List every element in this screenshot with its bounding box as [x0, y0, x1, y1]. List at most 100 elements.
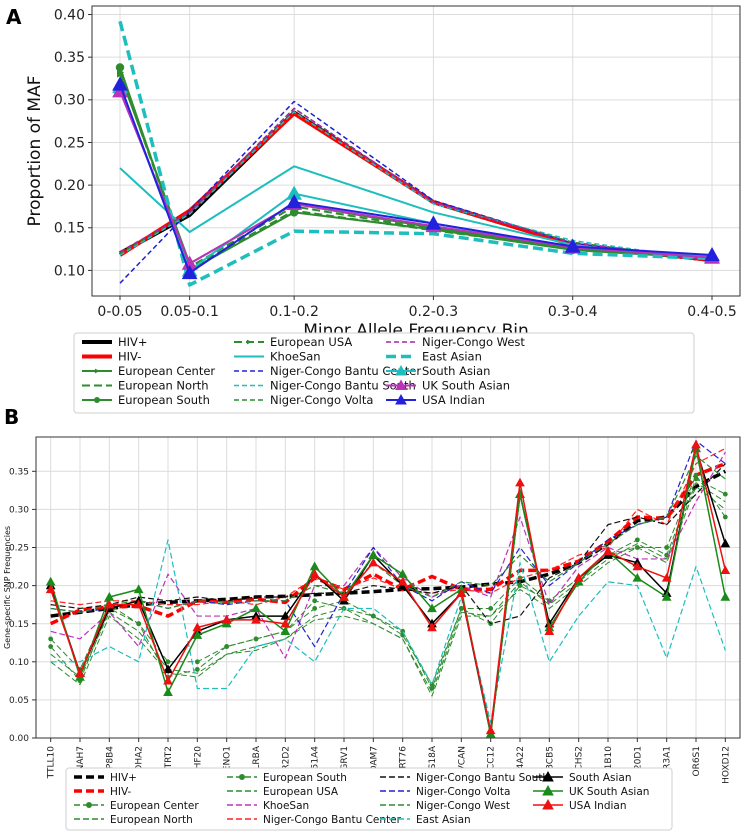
legend-item: KhoeSan: [234, 350, 321, 364]
x-tick-label: ENO1: [223, 746, 233, 771]
series-niger-congo-bantu-south: [50, 463, 726, 625]
series-line: [119, 86, 713, 272]
legend-label: European Center: [118, 364, 215, 378]
legend-item: European North: [74, 814, 193, 826]
x-tick-label: MRPS18A: [428, 745, 438, 789]
data-point: [515, 477, 525, 487]
x-tick-label: ATP8B4: [105, 746, 115, 780]
series-khoesan: [119, 165, 713, 261]
legend-label: European Center: [110, 800, 199, 812]
legend-label: HIV+: [110, 772, 137, 784]
legend-label: European North: [110, 814, 193, 826]
y-tick-label: 0.15: [54, 221, 85, 237]
data-point: [720, 591, 731, 601]
x-tick-label: 0-0.05: [97, 304, 142, 320]
legend-label: European South: [263, 772, 347, 784]
data-point: [115, 63, 125, 72]
legend-label: Niger-Congo Bantu Center: [263, 814, 402, 826]
series-uk-south-asian: [112, 83, 720, 270]
x-tick-label: VCAN: [457, 746, 467, 771]
legend-label: European North: [118, 379, 209, 393]
legend-item: European Center: [74, 800, 199, 812]
series-line: [119, 110, 713, 263]
legend-marker: [246, 339, 252, 345]
data-point: [564, 238, 581, 253]
series-niger-congo-volta: [50, 440, 726, 648]
data-point: [661, 572, 672, 582]
series-khoesan: [50, 451, 726, 659]
data-point: [664, 545, 670, 550]
x-tick-label: ABCC12: [487, 746, 497, 782]
legend-label: KhoeSan: [270, 350, 321, 364]
y-tick-label: 0.35: [54, 50, 85, 66]
x-tick-label: PM20D1: [633, 746, 643, 783]
data-point: [221, 614, 232, 624]
panel-A: A 0.10 0.15 0.20 0.25 0.30 0.35 0.40 0-0.05 0.05-…: [6, 5, 741, 414]
legend-item: Niger-Congo Volta: [234, 393, 373, 407]
legend-label: USA Indian: [422, 393, 485, 407]
x-tick-label: PHF20: [193, 746, 203, 775]
x-tick-label: 0.2-0.3: [409, 304, 459, 320]
plot-frame: [91, 5, 741, 297]
data-point: [691, 439, 701, 449]
legend-label: USA Indian: [569, 800, 627, 812]
x-tick-label: OR2D2: [281, 746, 291, 778]
x-tick-label: TTLL10: [47, 746, 57, 780]
data-point: [488, 606, 494, 611]
legend-item: USA Indian: [386, 393, 485, 407]
y-tick-label: 0.35: [9, 467, 29, 477]
legend-item: European USA: [227, 786, 339, 798]
series-hiv-: [119, 110, 713, 263]
legend-label: European South: [118, 393, 210, 407]
series-usa-indian: [112, 76, 720, 280]
y-tick-label: 0.30: [9, 506, 29, 516]
legend-item: UK South Asian: [386, 379, 510, 393]
data-point: [224, 644, 230, 649]
legend-item: Niger-Congo West: [386, 335, 525, 349]
legend-item: USA Indian: [533, 798, 627, 812]
data-point: [368, 550, 379, 559]
legend-marker: [395, 393, 407, 405]
data-point: [75, 668, 85, 677]
data-point: [286, 194, 302, 209]
series-line: [119, 90, 713, 265]
data-point: [720, 565, 731, 575]
series-line: [118, 20, 713, 287]
data-point: [104, 599, 115, 609]
data-point: [339, 591, 349, 601]
data-point: [429, 682, 435, 688]
legend-label: East Asian: [416, 814, 471, 826]
y-tick-label: 0.20: [54, 178, 85, 194]
x-tick-label: DCHS2: [575, 746, 585, 777]
series-line: [50, 469, 727, 618]
legend-marker: [542, 784, 554, 796]
legend-label: Niger-Congo Volta: [270, 393, 373, 407]
legend-item: Niger-Congo Bantu Center: [227, 814, 402, 826]
legend-label: South Asian: [422, 364, 490, 378]
data-point: [45, 576, 56, 586]
series-hiv-: [118, 111, 713, 263]
legend-label: European USA: [270, 335, 352, 349]
legend-item: East Asian: [380, 814, 471, 826]
panel-B: B 0.00 0.05 0.10 0.15 0.20 0.25 0.30 0.35 TTLL10 D…: [3, 405, 741, 831]
legend-label: Niger-Congo Volta: [416, 786, 510, 798]
x-tick-label: 0.05-0.1: [160, 304, 219, 320]
data-point: [722, 491, 728, 497]
series-line: [49, 462, 726, 626]
y-tick-label: 0.00: [9, 734, 29, 744]
legend-item: European South: [82, 393, 210, 407]
series-usa-indian: [45, 439, 731, 735]
x-tick-label: 0.3-0.4: [548, 304, 598, 320]
series-line: [50, 486, 726, 697]
series-line: [50, 539, 726, 724]
data-point: [485, 725, 496, 735]
series-line: [50, 440, 726, 648]
data-point: [181, 264, 198, 280]
legend-item: East Asian: [386, 350, 482, 364]
y-tick-label: 0.10: [54, 263, 85, 279]
data-point: [312, 598, 318, 604]
series-line: [119, 67, 713, 272]
x-tick-label: KRT76: [399, 746, 409, 775]
series-line: [50, 463, 726, 625]
